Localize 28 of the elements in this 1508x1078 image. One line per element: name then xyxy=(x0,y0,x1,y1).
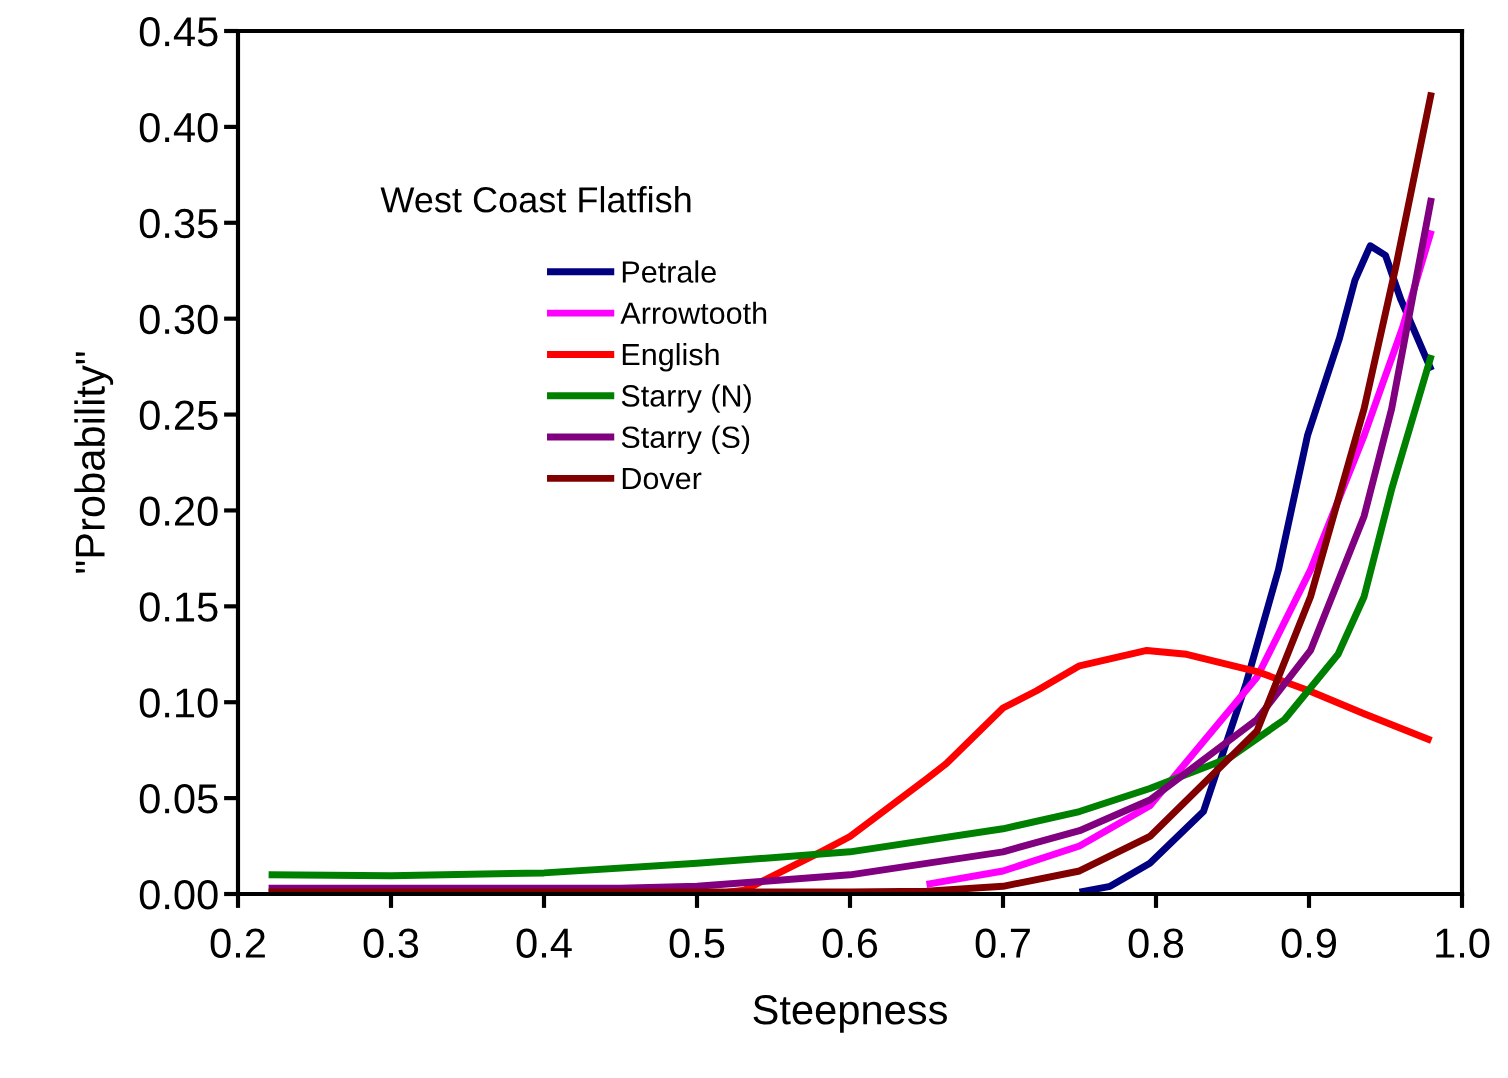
y-tick-label: 0.45 xyxy=(139,17,218,47)
y-tick-label: 0.40 xyxy=(139,112,218,143)
x-axis-title: Steepness xyxy=(753,995,947,1033)
y-tick-label: 0.20 xyxy=(139,496,218,526)
y-tick-label: 0.15 xyxy=(139,592,218,622)
x-tick-label: 0.9 xyxy=(1281,928,1336,958)
x-tick-label: 1.0 xyxy=(1436,928,1490,958)
legend-label: Arrowtooth xyxy=(620,301,767,325)
x-tick-label: 0.5 xyxy=(669,928,725,958)
legend-label: Petrale xyxy=(622,260,716,283)
legend-title: West Coast Flatfish xyxy=(380,186,691,213)
y-tick-label: 0.00 xyxy=(139,880,218,910)
x-tick-label: 0.4 xyxy=(516,928,572,958)
legend-label: Starry (N) xyxy=(621,384,751,413)
y-tick-label: 0.35 xyxy=(139,208,218,239)
x-tick-label: 0.6 xyxy=(822,928,878,958)
x-tick-label: 0.7 xyxy=(975,928,1030,958)
y-axis-title: "Probability" xyxy=(74,352,114,573)
y-tick-label: 0.05 xyxy=(139,784,218,814)
legend-label: Dover xyxy=(622,468,702,490)
y-tick-label: 0.10 xyxy=(139,688,218,718)
x-tick-label: 0.8 xyxy=(1128,928,1184,958)
y-tick-label: 0.30 xyxy=(139,304,218,335)
x-tick-label: 0.2 xyxy=(210,928,265,958)
legend-label: Starry (S) xyxy=(621,425,750,455)
legend-label: English xyxy=(622,342,719,372)
x-tick-label: 0.3 xyxy=(363,928,419,958)
y-tick-label: 0.25 xyxy=(139,400,218,431)
